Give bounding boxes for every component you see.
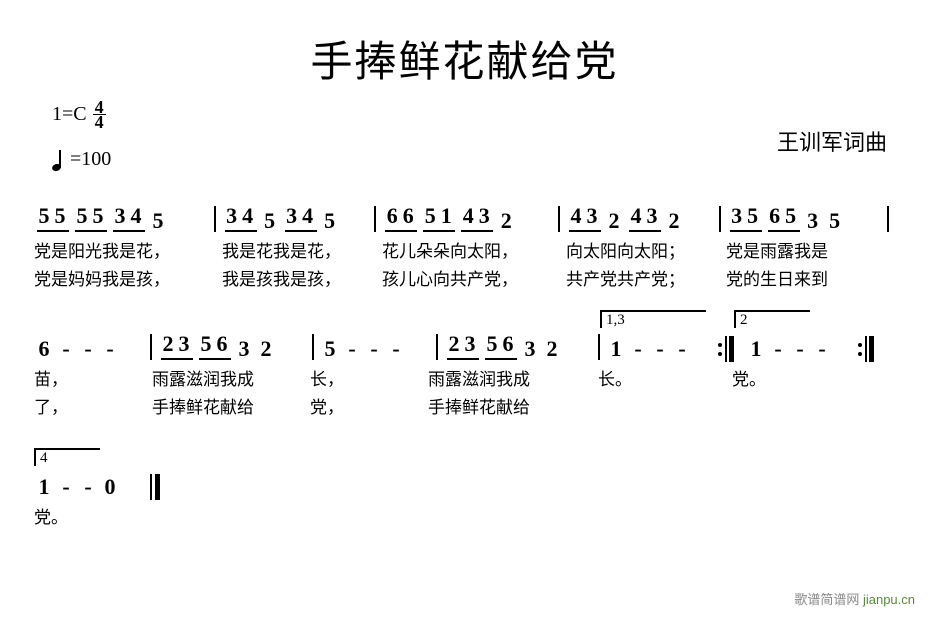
barline bbox=[150, 334, 152, 360]
composer-credit: 王训军词曲 bbox=[777, 125, 887, 157]
key-signature: 1=C 4 4 bbox=[52, 100, 106, 129]
lyrics-verse-1: 党是阳光我是花， 我是花我是花， 花儿朵朵向太阳， 向太阳向太阳； 党是雨露我是 bbox=[34, 237, 895, 262]
lyrics-verse-2: 了， 手捧鲜花献给 党， 手捧鲜花献给 bbox=[34, 393, 895, 418]
measure: 1 --- bbox=[746, 336, 854, 362]
watermark: 歌谱简谱网 jianpu.cn bbox=[794, 589, 915, 608]
repeat-barline bbox=[718, 336, 734, 362]
volta-bracket-2: 2 bbox=[734, 310, 810, 328]
measure: 6 --- bbox=[34, 336, 144, 362]
measure: 1 -- 0 bbox=[34, 474, 144, 500]
measure: 43 2 43 2 bbox=[566, 203, 713, 234]
time-bottom: 4 bbox=[93, 115, 106, 129]
measure: 34 5 34 5 bbox=[222, 203, 369, 234]
measure: 5 --- bbox=[320, 336, 430, 362]
staff-line-3: 4 1 -- 0 党。 bbox=[34, 466, 895, 528]
lyrics-verse-2: 党是妈妈我是孩， 我是孩我是孩， 孩儿心向共产党， 共产党共产党； 党的生日来到 bbox=[34, 265, 895, 290]
watermark-url: jianpu.cn bbox=[863, 592, 915, 607]
barline bbox=[436, 334, 438, 360]
volta-bracket-4: 4 bbox=[34, 448, 100, 466]
measure: 66 51 43 2 bbox=[382, 203, 552, 234]
tempo-value: =100 bbox=[70, 148, 111, 171]
barline bbox=[312, 334, 314, 360]
final-barline bbox=[150, 474, 160, 500]
lyrics-verse-1: 党。 bbox=[34, 503, 895, 528]
volta-bracket-13: 1,3 bbox=[600, 310, 706, 328]
key-text: 1=C bbox=[52, 103, 87, 126]
notation-row: 6 --- 23 56 3 2 5 --- 23 56 3 2 1 --- bbox=[34, 328, 895, 362]
staff-line-2: 1,3 2 6 --- 23 56 3 2 5 --- 23 56 3 2 bbox=[34, 328, 895, 418]
barline bbox=[719, 206, 721, 232]
barline bbox=[558, 206, 560, 232]
measure: 23 56 3 2 bbox=[158, 331, 306, 362]
tempo-marking: =100 bbox=[52, 148, 111, 171]
sheet-title: 手捧鲜花献给党 bbox=[0, 0, 929, 89]
measure: 1 --- bbox=[606, 336, 714, 362]
notation-row: 55 55 34 5 34 5 34 5 66 51 43 2 43 2 43 … bbox=[34, 200, 895, 234]
staff-line-1: 55 55 34 5 34 5 34 5 66 51 43 2 43 2 43 … bbox=[34, 200, 895, 290]
time-signature: 4 4 bbox=[93, 100, 106, 129]
barline bbox=[598, 334, 600, 360]
lyrics-verse-1: 苗， 雨露滋润我成 长， 雨露滋润我成 长。 党。 bbox=[34, 365, 895, 390]
barline bbox=[374, 206, 376, 232]
measure: 23 56 3 2 bbox=[444, 331, 592, 362]
measure: 55 55 34 5 bbox=[34, 203, 208, 234]
barline bbox=[214, 206, 216, 232]
notation-row: 1 -- 0 bbox=[34, 466, 895, 500]
quarter-note-icon bbox=[52, 149, 66, 171]
watermark-text: 歌谱简谱网 bbox=[794, 592, 863, 607]
barline bbox=[887, 206, 889, 232]
repeat-barline bbox=[858, 336, 874, 362]
measure: 35 65 3 5 bbox=[727, 203, 881, 234]
